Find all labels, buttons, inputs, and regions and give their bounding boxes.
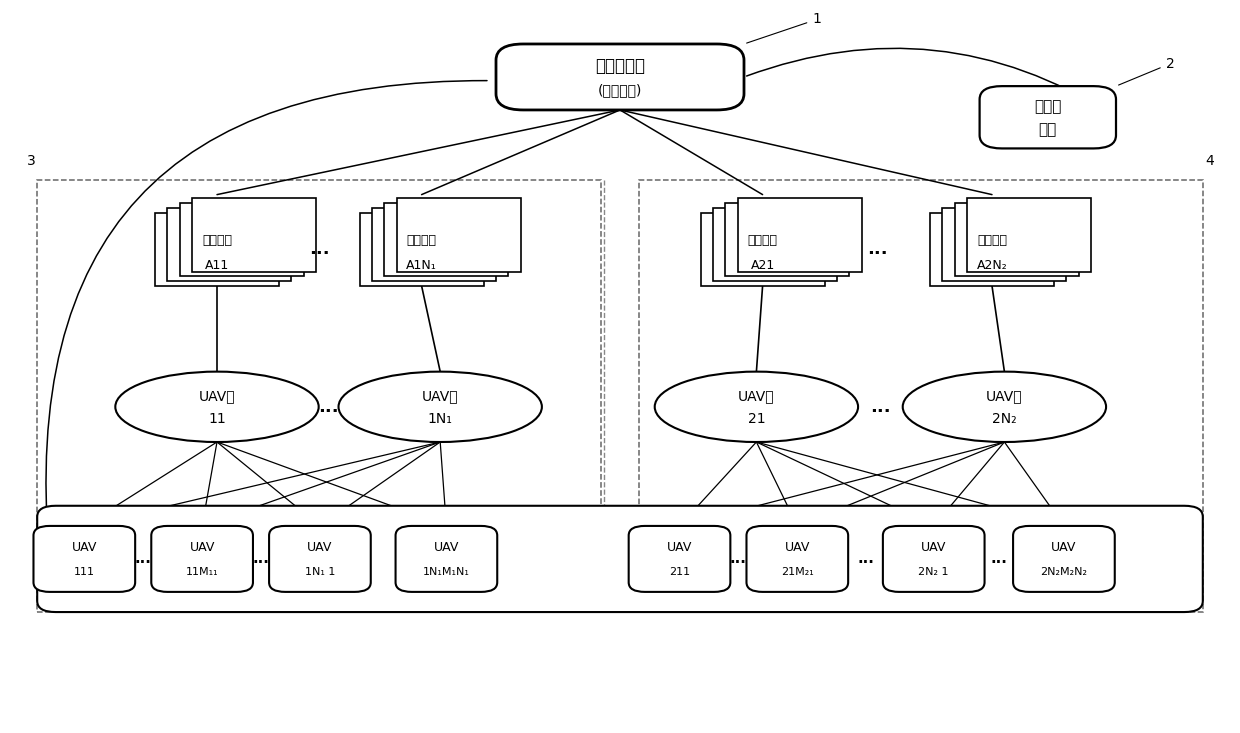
FancyBboxPatch shape — [980, 86, 1116, 148]
Text: UAV: UAV — [434, 541, 459, 554]
Bar — [725, 203, 849, 276]
FancyBboxPatch shape — [151, 526, 253, 592]
Bar — [942, 208, 1066, 281]
Text: A11: A11 — [205, 259, 229, 272]
Text: 1: 1 — [746, 12, 821, 43]
Text: A2N₂: A2N₂ — [977, 259, 1007, 272]
Text: 固定机场: 固定机场 — [407, 234, 436, 247]
Text: UAV: UAV — [190, 541, 215, 554]
Text: ...: ... — [253, 551, 269, 567]
Text: 1N₁: 1N₁ — [428, 412, 453, 426]
Text: 21: 21 — [748, 412, 765, 426]
Text: A1N₁: A1N₁ — [407, 259, 436, 272]
FancyBboxPatch shape — [1013, 526, 1115, 592]
Bar — [713, 208, 837, 281]
Text: UAV: UAV — [308, 541, 332, 554]
Text: 系统: 系统 — [1039, 122, 1056, 137]
Text: ...: ... — [857, 551, 874, 567]
Ellipse shape — [903, 372, 1106, 442]
Text: 111: 111 — [74, 567, 94, 577]
Text: 11M₁₁: 11M₁₁ — [186, 567, 218, 577]
FancyBboxPatch shape — [629, 526, 730, 592]
Text: ...: ... — [135, 551, 151, 567]
Text: 3: 3 — [27, 154, 36, 168]
Text: 2N₂: 2N₂ — [992, 412, 1017, 426]
FancyBboxPatch shape — [33, 526, 135, 592]
Bar — [155, 213, 279, 286]
Text: ...: ... — [309, 240, 330, 258]
Text: ...: ... — [870, 398, 890, 416]
Text: 固定机场: 固定机场 — [748, 234, 777, 247]
Ellipse shape — [339, 372, 542, 442]
Text: 固定机场: 固定机场 — [977, 234, 1007, 247]
Text: UAV群: UAV群 — [198, 389, 236, 403]
FancyBboxPatch shape — [883, 526, 985, 592]
Text: UAV群: UAV群 — [738, 389, 775, 403]
Bar — [738, 199, 862, 272]
Text: UAV: UAV — [785, 541, 810, 554]
FancyBboxPatch shape — [396, 526, 497, 592]
Bar — [955, 203, 1079, 276]
Bar — [384, 203, 508, 276]
Text: 21M₂₁: 21M₂₁ — [781, 567, 813, 577]
Text: A21: A21 — [750, 259, 775, 272]
Ellipse shape — [655, 372, 858, 442]
Bar — [930, 213, 1054, 286]
FancyBboxPatch shape — [269, 526, 371, 592]
Bar — [192, 199, 316, 272]
FancyBboxPatch shape — [746, 526, 848, 592]
Text: ...: ... — [730, 551, 746, 567]
Text: ...: ... — [867, 240, 888, 258]
FancyBboxPatch shape — [37, 506, 1203, 612]
Text: UAV: UAV — [921, 541, 946, 554]
Text: UAV: UAV — [72, 541, 97, 554]
Bar — [167, 208, 291, 281]
Text: 4: 4 — [1205, 154, 1214, 168]
Bar — [37, 180, 601, 612]
Bar — [180, 203, 304, 276]
Text: 1N₁M₁N₁: 1N₁M₁N₁ — [423, 567, 470, 577]
Text: ...: ... — [991, 551, 1007, 567]
Text: UAV: UAV — [1052, 541, 1076, 554]
Text: 2N₂M₂N₂: 2N₂M₂N₂ — [1040, 567, 1087, 577]
FancyBboxPatch shape — [496, 44, 744, 110]
Bar — [372, 208, 496, 281]
Bar — [360, 213, 484, 286]
Text: UAV: UAV — [667, 541, 692, 554]
Text: 用户端: 用户端 — [1034, 99, 1061, 114]
Text: ...: ... — [319, 398, 339, 416]
Bar — [701, 213, 825, 286]
Text: 2N₂ 1: 2N₂ 1 — [919, 567, 949, 577]
Bar — [967, 199, 1091, 272]
Text: 1N₁ 1: 1N₁ 1 — [305, 567, 335, 577]
Text: 211: 211 — [668, 567, 691, 577]
Text: 服务器系统: 服务器系统 — [595, 56, 645, 75]
Text: 固定机场: 固定机场 — [202, 234, 232, 247]
Text: UAV群: UAV群 — [986, 389, 1023, 403]
Bar — [397, 199, 521, 272]
Text: 11: 11 — [208, 412, 226, 426]
Text: 2: 2 — [1118, 56, 1174, 85]
Bar — [639, 180, 1203, 612]
Text: (多服务器): (多服务器) — [598, 83, 642, 97]
Text: UAV群: UAV群 — [422, 389, 459, 403]
Ellipse shape — [115, 372, 319, 442]
